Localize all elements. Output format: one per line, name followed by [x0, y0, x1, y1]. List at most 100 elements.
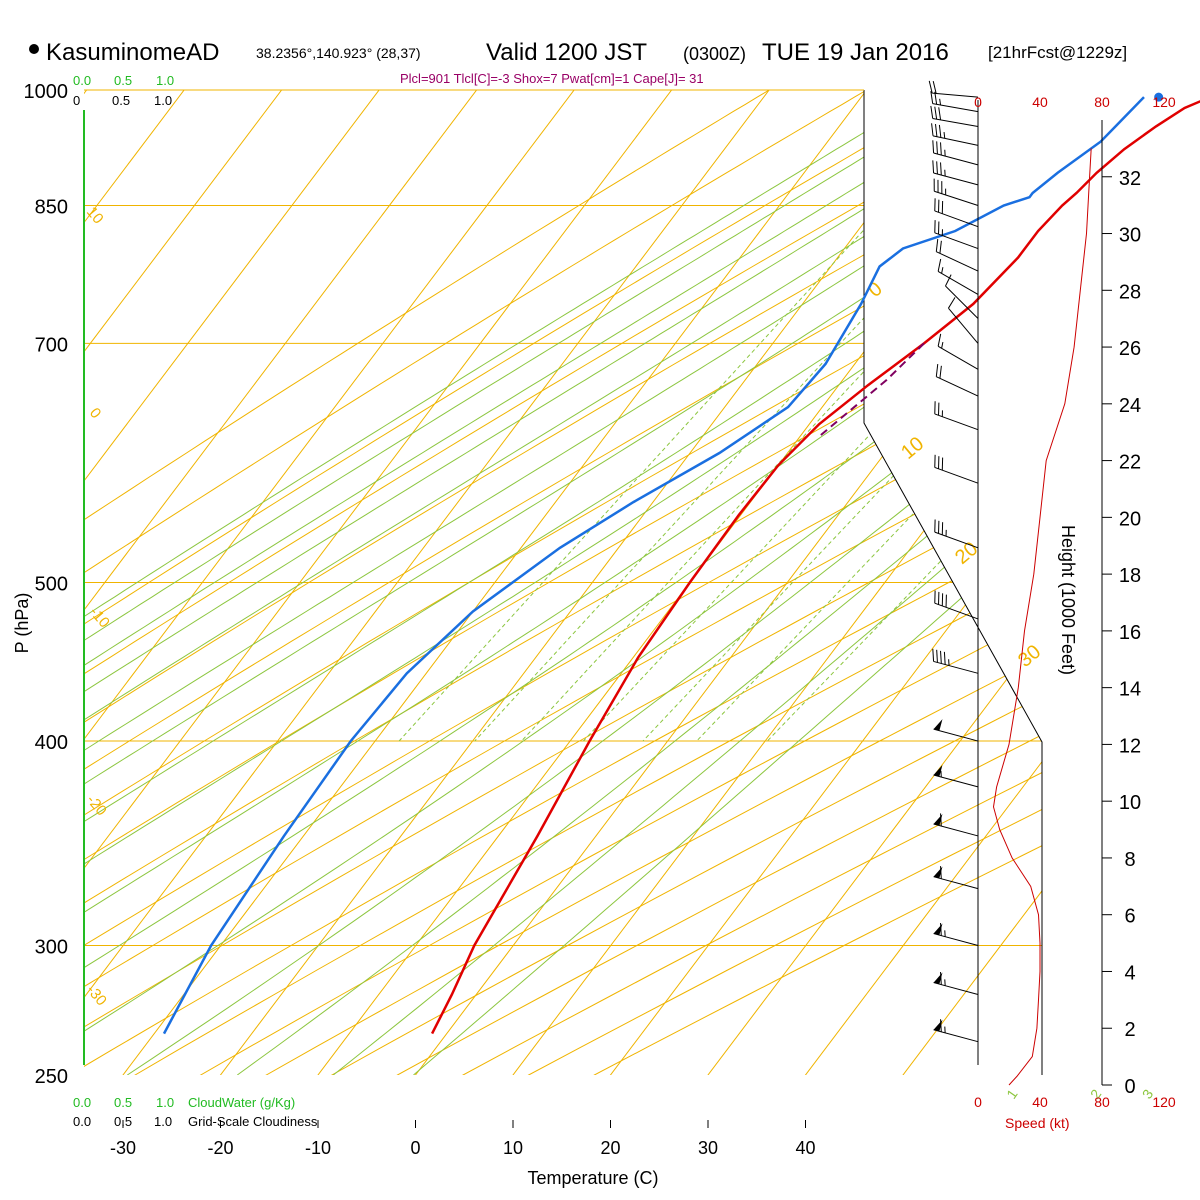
dry-adiabat-line [474, 90, 1042, 1075]
moist-adiabat-line [127, 90, 1042, 1075]
moist-adiabat-line [84, 90, 1042, 1075]
wind-barb [934, 198, 979, 228]
speed-tick-top: 80 [1094, 94, 1110, 110]
barb-full [940, 866, 942, 879]
barb-full [931, 123, 934, 136]
pressure-tick-label: 300 [35, 936, 68, 958]
barb-full [936, 141, 938, 155]
barb-full [945, 274, 952, 287]
dry-adiabat-line [85, 90, 1042, 1075]
station-dot [29, 44, 39, 54]
barb-staff [936, 376, 979, 397]
barb-full [940, 162, 942, 176]
moist-adiabat-line [84, 90, 1042, 1075]
isotherm-line [685, 90, 1042, 1075]
wind-barb [933, 1019, 979, 1043]
speed-tick-top: 40 [1032, 94, 1048, 110]
top-cloudiness-tick-1: 0.5 [112, 93, 130, 108]
background-lines [84, 90, 1042, 1075]
height-tick-label: 4 [1124, 962, 1135, 984]
temperature-line [430, 100, 1200, 1035]
wind-barb [930, 91, 979, 113]
barb-full [940, 650, 942, 664]
wind-barb [932, 160, 979, 186]
wind-barb [933, 866, 979, 890]
parcel-line [819, 342, 925, 437]
dry-adiabat-line [84, 90, 1042, 1075]
wind-barb [928, 80, 979, 98]
isotherm-line [880, 90, 1042, 1075]
barb-staff [933, 933, 979, 946]
barb-staff [936, 251, 979, 272]
wind-barb [930, 105, 979, 127]
y-axis-label: P (hPa) [12, 593, 32, 654]
bottom-cloudiness-tick-0: 0.0 [73, 1114, 91, 1129]
x-tick-label: 20 [600, 1138, 620, 1158]
plot-right-edge [863, 90, 1043, 1075]
mixing-ratio-line [474, 90, 1042, 742]
isotherm-line [84, 90, 406, 1075]
dry-adiabat-label: 0 [86, 405, 104, 422]
barb-full [940, 1019, 942, 1032]
moist-adiabat-line [84, 90, 1030, 1075]
valid-utc: (0300Z) [683, 44, 746, 64]
barb-full [932, 140, 935, 153]
top-cloudwater-tick-1: 0.5 [114, 73, 132, 88]
valid-date: TUE 19 Jan 2016 [762, 39, 949, 66]
barb-full [928, 80, 933, 94]
wind-barb [948, 297, 979, 344]
barb-staff [937, 270, 979, 295]
dry-adiabat-label: -30 [83, 982, 110, 1010]
moist-adiabat-line [84, 90, 1042, 1075]
wind-speed-profile [992, 148, 1092, 1086]
barb-full [935, 364, 939, 377]
wind-barb [934, 590, 979, 620]
height-tick-label: 30 [1119, 225, 1141, 247]
speed-tick-top: 0 [974, 94, 982, 110]
plot-frame [83, 89, 1043, 1075]
wind-barb [934, 401, 979, 431]
dewpoint-line [162, 96, 1145, 1035]
isotherm-line [84, 90, 796, 1075]
barb-staff [934, 413, 979, 431]
moist-adiabat-line [84, 90, 1042, 1075]
height-tick-label: 18 [1119, 565, 1141, 587]
dry-adiabat-line [409, 90, 1042, 1075]
isotherm-label: 30 [1014, 641, 1045, 672]
x-tick-label: -30 [110, 1138, 136, 1158]
x-tick-label: 30 [698, 1138, 718, 1158]
barb-half [941, 341, 944, 349]
wind-barb [945, 274, 979, 319]
barb-full [930, 91, 934, 104]
height-tick-label: 6 [1124, 906, 1135, 928]
wind-barb [937, 258, 979, 295]
barb-staff [948, 307, 979, 344]
pressure-tick-label: 1000 [24, 81, 69, 103]
bottom-cloudwater-tick-0: 0.0 [73, 1095, 91, 1110]
barb-full [932, 160, 935, 174]
bottom-cloudiness-tick-2: 1.0 [154, 1114, 172, 1129]
moist-adiabat-line [84, 90, 1042, 1075]
barb-staff [933, 1029, 979, 1043]
forecast-info: [21hrFcst@1229z] [988, 43, 1127, 62]
moist-adiabat-line [84, 90, 1042, 1075]
dry-adiabat-line [84, 90, 1026, 1075]
isotherm-line [100, 90, 894, 1075]
barb-staff [933, 660, 979, 674]
isotherm-line [393, 90, 1042, 1075]
mixing-ratio-label: 1 [1003, 1086, 1021, 1102]
dry-adiabat-line [84, 90, 1042, 1075]
barb-full [939, 240, 942, 254]
dry-adiabat-line [84, 90, 1042, 1075]
barb-full [932, 81, 937, 94]
dry-adiabat-line [84, 90, 1042, 1075]
height-tick-label: 16 [1119, 622, 1141, 644]
top-cloudiness-tick-0: 0 [73, 93, 80, 108]
wind-barb [932, 648, 979, 674]
moist-adiabat-line [84, 90, 1042, 1075]
speed-tick-top: 120 [1152, 94, 1176, 110]
wind-panel: 0246810121416182022242628303200404080801… [928, 80, 1176, 1110]
barb-staff [933, 823, 979, 837]
moist-adiabat-line [413, 90, 1042, 1075]
